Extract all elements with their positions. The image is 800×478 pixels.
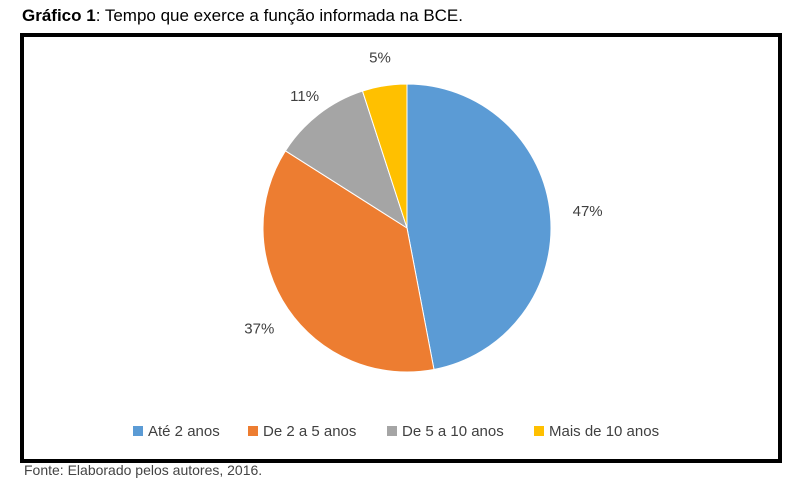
legend-label-4: Mais de 10 anos [549, 423, 659, 440]
source-note: Fonte: Elaborado pelos autores, 2016. [24, 462, 262, 478]
slice-label-3: 11% [290, 88, 319, 105]
slice-label-1: 47% [573, 203, 603, 220]
slice-label-4: 5% [369, 49, 391, 66]
legend-item-4: Mais de 10 anos [534, 423, 659, 440]
legend-item-3: De 5 a 10 anos [387, 423, 504, 440]
legend-item-2: De 2 a 5 anos [248, 423, 356, 440]
chart-frame: 47% 37% 11% 5% Até 2 anos De 2 a 5 anos De 5 … [20, 33, 782, 463]
pie-slice-1 [407, 84, 551, 369]
legend-swatch-1 [133, 426, 143, 436]
slice-label-2: 37% [244, 320, 274, 337]
legend-item-1: Até 2 anos [133, 423, 220, 440]
legend-swatch-2 [248, 426, 258, 436]
figure-caption: Gráfico 1: Tempo que exerce a função inf… [22, 6, 463, 26]
figure-caption-text: : Tempo que exerce a função informada na… [96, 6, 463, 25]
legend-swatch-3 [387, 426, 397, 436]
legend-label-2: De 2 a 5 anos [263, 423, 356, 440]
legend-label-1: Até 2 anos [148, 423, 220, 440]
pie-slices [263, 84, 551, 372]
pie-chart: 47% 37% 11% 5% Até 2 anos De 2 a 5 anos De 5 … [24, 37, 778, 459]
legend-swatch-4 [534, 426, 544, 436]
figure-caption-label: Gráfico 1 [22, 6, 96, 25]
chart-legend: Até 2 anos De 2 a 5 anos De 5 a 10 anos Mai… [133, 423, 659, 440]
legend-label-3: De 5 a 10 anos [402, 423, 504, 440]
